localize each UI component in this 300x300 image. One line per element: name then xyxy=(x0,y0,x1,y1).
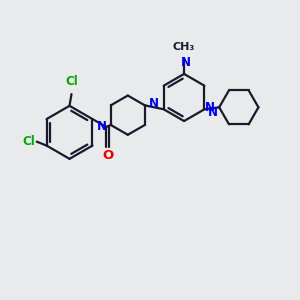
Text: O: O xyxy=(102,149,113,162)
Text: Cl: Cl xyxy=(65,75,78,88)
Text: N: N xyxy=(181,56,191,69)
Text: CH₃: CH₃ xyxy=(173,42,195,52)
Text: N: N xyxy=(97,120,107,134)
Text: N: N xyxy=(207,106,218,119)
Text: Cl: Cl xyxy=(22,135,35,148)
Text: N: N xyxy=(205,101,215,114)
Text: N: N xyxy=(149,97,159,110)
